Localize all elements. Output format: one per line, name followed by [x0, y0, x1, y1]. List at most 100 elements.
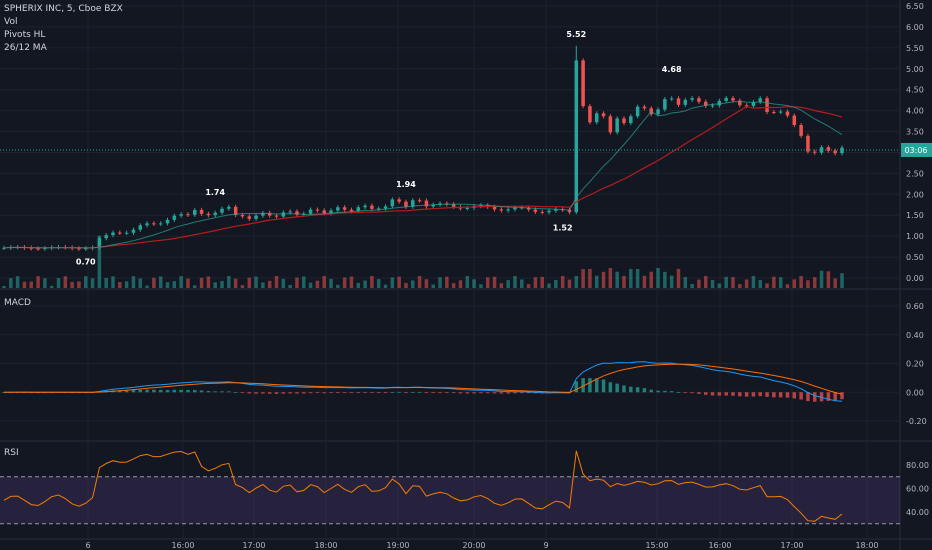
- candle: [349, 209, 354, 212]
- volume-bar: [417, 276, 422, 288]
- volume-bar: [165, 282, 170, 288]
- volume-bar: [758, 280, 762, 288]
- candle: [724, 98, 728, 101]
- macd-histogram-bar: [710, 392, 715, 396]
- macd-histogram-bar: [656, 390, 660, 393]
- volume-bar: [329, 278, 333, 288]
- indicator-vol[interactable]: Vol: [4, 17, 18, 27]
- candle: [840, 147, 844, 154]
- macd-histogram-bar: [145, 389, 149, 393]
- candle: [213, 212, 217, 216]
- rsi-tick-label: 40.00: [906, 508, 929, 517]
- macd-histogram-bar: [499, 392, 504, 394]
- volume-bar: [622, 275, 626, 288]
- candle: [424, 200, 429, 207]
- candle: [669, 98, 674, 100]
- candle: [152, 223, 156, 225]
- macd-histogram-bar: [2, 392, 6, 394]
- macd-histogram-bar: [758, 392, 762, 397]
- macd-histogram-bar: [397, 391, 401, 393]
- candle: [717, 100, 722, 106]
- candle: [799, 125, 803, 136]
- volume-bar: [451, 283, 456, 288]
- volume-bar: [356, 282, 361, 288]
- candle: [492, 206, 497, 210]
- time-tick-label: 17:00: [242, 541, 265, 550]
- pivot-label: 1.52: [553, 223, 573, 232]
- candle: [772, 112, 776, 114]
- pivot-label: 0.70: [76, 258, 96, 267]
- indicator-ma[interactable]: 26/12 MA: [4, 43, 47, 53]
- rsi-pane-label[interactable]: RSI: [4, 448, 19, 458]
- volume-bar: [15, 276, 20, 288]
- macd-histogram-bar: [465, 392, 470, 394]
- volume-bar: [97, 235, 102, 288]
- candle: [690, 98, 694, 100]
- time-tick-label: 9: [543, 541, 548, 550]
- macd-histogram-bar: [193, 389, 197, 393]
- time-tick-label: 18:00: [314, 541, 337, 550]
- macd-histogram-bar: [635, 387, 640, 393]
- volume-bar: [492, 276, 497, 288]
- candle: [778, 111, 783, 113]
- volume-bar: [308, 282, 313, 288]
- macd-histogram-bar: [158, 389, 163, 393]
- volume-bar: [445, 276, 449, 288]
- ma-fast-line: [3, 100, 843, 249]
- volume-bar: [717, 283, 722, 288]
- macd-histogram-bar: [254, 392, 258, 394]
- volume-bar: [554, 280, 558, 288]
- indicator-pivots[interactable]: Pivots HL: [4, 30, 46, 40]
- candle: [765, 98, 769, 113]
- candle: [404, 201, 408, 207]
- candle: [710, 105, 715, 107]
- volume-bar: [547, 283, 551, 288]
- macd-histogram-bar: [267, 392, 272, 394]
- candle: [588, 106, 592, 123]
- macd-histogram-bar: [417, 391, 422, 393]
- volume-bar: [145, 285, 149, 288]
- volume-bar: [254, 276, 258, 288]
- macd-histogram-bar: [213, 391, 217, 393]
- candle: [806, 135, 810, 152]
- macd-histogram-bar: [152, 389, 156, 393]
- macd-histogram-bar: [608, 382, 613, 393]
- candle: [792, 115, 797, 126]
- macd-tick-label: 0.60: [906, 302, 924, 311]
- volume-bar: [499, 283, 504, 288]
- volume-bar: [336, 284, 340, 288]
- macd-histogram-bar: [765, 392, 769, 397]
- macd-histogram-bar: [751, 392, 756, 397]
- macd-histogram-bar: [247, 392, 252, 394]
- macd-histogram-bar: [778, 392, 783, 398]
- candle: [703, 101, 708, 106]
- candle: [254, 215, 258, 219]
- macd-tick-label: 0.40: [906, 331, 924, 340]
- candle: [165, 219, 170, 224]
- macd-histogram-bar: [622, 385, 626, 393]
- macd-histogram-bar: [772, 392, 776, 398]
- volume-bar: [765, 283, 769, 288]
- volume-bar: [601, 271, 606, 288]
- macd-histogram-bar: [581, 378, 585, 393]
- price-tick-label: 0.00: [906, 274, 924, 283]
- volume-bar: [683, 277, 688, 288]
- macd-histogram-bar: [274, 392, 279, 394]
- price-tick-label: 5.50: [906, 44, 924, 53]
- rsi-tick-label: 80.00: [906, 461, 929, 470]
- volume-bar: [29, 281, 34, 288]
- macd-pane-label[interactable]: MACD: [4, 298, 31, 308]
- macd-histogram-bar: [703, 392, 708, 395]
- ma-slow-line: [3, 105, 843, 249]
- volume-bar: [792, 279, 797, 288]
- volume-bar: [751, 276, 756, 288]
- volume-bar: [411, 280, 415, 288]
- pivot-label: 5.52: [566, 30, 586, 39]
- macd-histogram-bar: [349, 392, 354, 394]
- macd-histogram-bar: [342, 392, 347, 394]
- macd-histogram-bar: [186, 390, 190, 393]
- candle: [206, 213, 211, 216]
- macd-histogram-bar: [445, 392, 449, 394]
- macd-histogram-bar: [806, 392, 810, 402]
